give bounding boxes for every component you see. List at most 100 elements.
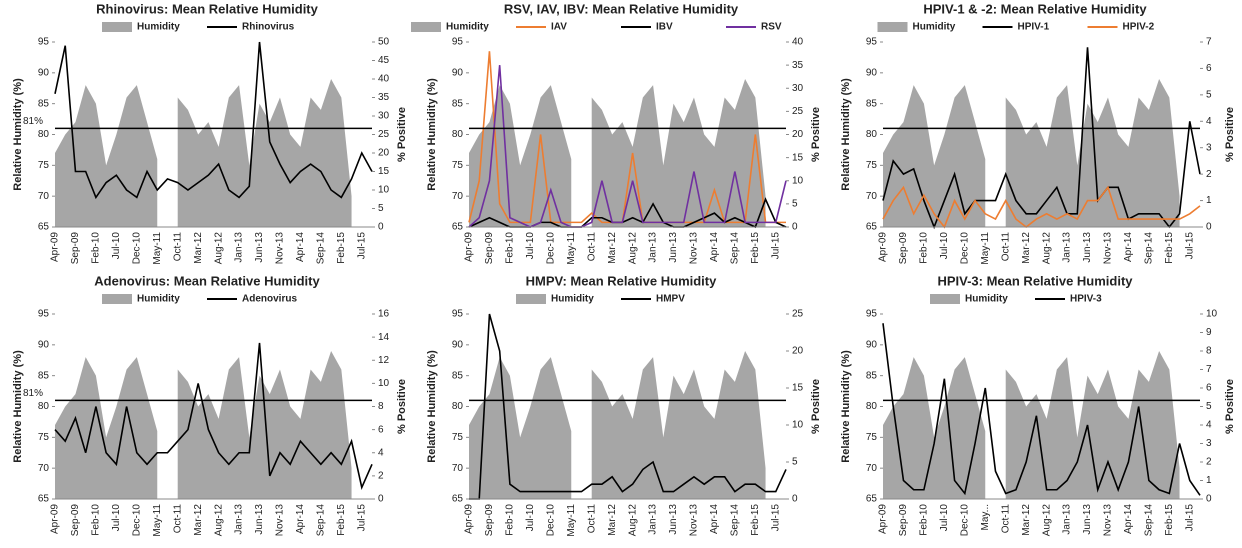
series-line [468, 65, 787, 228]
legend-label: Humidity [137, 22, 180, 33]
x-tick-label: Aug-12 [213, 504, 224, 537]
x-tick-label: Jan-13 [234, 504, 245, 535]
x-tick-label: Jul-10 [111, 232, 122, 260]
x-tick-label: Apr-09 [878, 232, 889, 262]
x-tick-label: Sep-09 [484, 504, 495, 537]
y2-tick-label: 8 [378, 401, 384, 412]
x-tick-label: Jan-13 [234, 232, 245, 263]
x-tick-label: Jul-10 [111, 504, 122, 532]
x-tick-label: Apr-09 [878, 504, 889, 534]
series-line [54, 41, 373, 200]
x-tick-label: Jan-13 [648, 232, 659, 263]
y-tick-label: 80 [38, 129, 50, 140]
y-tick-label: 95 [452, 37, 464, 48]
x-tick-label: Mar-12 [607, 232, 618, 264]
x-tick-label: Nov-13 [275, 232, 286, 265]
y2-tick-label: 25 [792, 309, 804, 320]
y-tick-label: 90 [452, 339, 464, 350]
humidity-area [591, 79, 766, 227]
chart-title: Adenovirus: Mean Relative Humidity [94, 273, 320, 288]
x-tick-label: Apr-14 [1123, 504, 1134, 534]
y-tick-label: 70 [38, 191, 50, 202]
x-tick-label: Dec-10 [959, 232, 970, 265]
y-tick-label: 95 [866, 37, 878, 48]
humidity-area [177, 351, 352, 499]
humidity-area [1005, 79, 1180, 227]
y-tick-label: 90 [866, 339, 878, 350]
chart-title: HPIV-1 & -2: Mean Relative Humidity [923, 1, 1147, 16]
y2-tick-label: 5 [378, 203, 384, 214]
y2-tick-label: 0 [378, 494, 384, 505]
x-tick-label: Sep-14 [1144, 232, 1155, 265]
y-tick-label: 75 [452, 160, 464, 171]
x-tick-label: Jul-10 [939, 504, 950, 532]
y2-tick-label: 20 [378, 148, 390, 159]
legend-label: Humidity [551, 294, 594, 305]
legend-swatch [516, 294, 546, 304]
y-axis-title: Relative Humidity (%) [12, 350, 24, 463]
y-axis-title: Relative Humidity (%) [426, 78, 438, 191]
humidity-area [883, 85, 986, 228]
y2-tick-label: 20 [792, 129, 804, 140]
legend-label: RSV [761, 22, 782, 33]
y-tick-label: 80 [866, 129, 878, 140]
x-tick-label: Oct-11 [1000, 232, 1011, 262]
legend-label: HPIV-1 [1018, 22, 1050, 33]
y2-tick-label: 25 [378, 129, 390, 140]
y2-axis-title: % Positive [1224, 379, 1236, 434]
y-tick-label: 75 [38, 160, 50, 171]
x-tick-label: Nov-13 [689, 504, 700, 537]
series-line [469, 313, 787, 500]
x-tick-label: Sep-09 [484, 232, 495, 265]
x-tick-label: Jan-13 [648, 504, 659, 535]
x-tick-label: Jul-10 [939, 232, 950, 260]
chart-title: Rhinovirus: Mean Relative Humidity [96, 1, 319, 16]
y2-axis-title: % Positive [1224, 107, 1236, 162]
y-tick-label: 70 [38, 463, 50, 474]
y-tick-label: 75 [38, 432, 50, 443]
x-tick-label: Mar-12 [1021, 232, 1032, 264]
y-tick-label: 75 [452, 432, 464, 443]
legend-label: HMPV [656, 294, 685, 305]
x-tick-label: Jun-13 [668, 232, 679, 263]
x-tick-label: Sep-09 [898, 232, 909, 265]
x-tick-label: Feb-10 [505, 504, 516, 536]
y2-tick-label: 15 [792, 152, 804, 163]
y2-tick-label: 4 [1206, 420, 1212, 431]
y2-tick-label: 5 [792, 457, 798, 468]
y2-tick-label: 10 [378, 378, 390, 389]
y2-tick-label: 2 [1206, 457, 1212, 468]
humidity-area [1005, 351, 1180, 499]
x-tick-label: Jul-10 [525, 232, 536, 260]
x-tick-label: Oct-11 [586, 232, 597, 262]
x-tick-label: Jun-13 [254, 232, 265, 263]
x-tick-label: Nov-13 [275, 504, 286, 537]
y2-tick-label: 40 [378, 74, 390, 85]
chart-title: HPIV-3: Mean Relative Humidity [937, 273, 1133, 288]
x-tick-label: Nov-13 [1103, 504, 1114, 537]
x-tick-label: Mar-12 [607, 504, 618, 536]
y-tick-label: 80 [866, 401, 878, 412]
y-tick-label: 85 [452, 98, 464, 109]
y2-tick-label: 0 [1206, 494, 1212, 505]
legend-label: IBV [656, 22, 673, 33]
x-tick-label: Apr-09 [464, 232, 475, 262]
x-tick-label: Jun-13 [668, 504, 679, 535]
legend-swatch [102, 294, 132, 304]
x-tick-label: Jul-15 [356, 232, 367, 260]
y2-tick-label: 20 [792, 346, 804, 357]
y2-tick-label: 1 [1206, 475, 1212, 486]
x-tick-label: Feb-15 [336, 504, 347, 536]
y-tick-label: 70 [866, 463, 878, 474]
x-tick-label: May-11 [152, 232, 163, 265]
x-tick-label: Mar-12 [1021, 504, 1032, 536]
y2-tick-label: 35 [378, 92, 390, 103]
x-tick-label: Aug-12 [627, 504, 638, 537]
annotation: 81% [23, 116, 43, 127]
y2-tick-label: 3 [1206, 438, 1212, 449]
x-tick-label: Jun-13 [1082, 504, 1093, 535]
y-tick-label: 65 [38, 494, 50, 505]
x-tick-label: Sep-14 [730, 504, 741, 537]
y-tick-label: 75 [866, 160, 878, 171]
y2-tick-label: 0 [378, 222, 384, 233]
